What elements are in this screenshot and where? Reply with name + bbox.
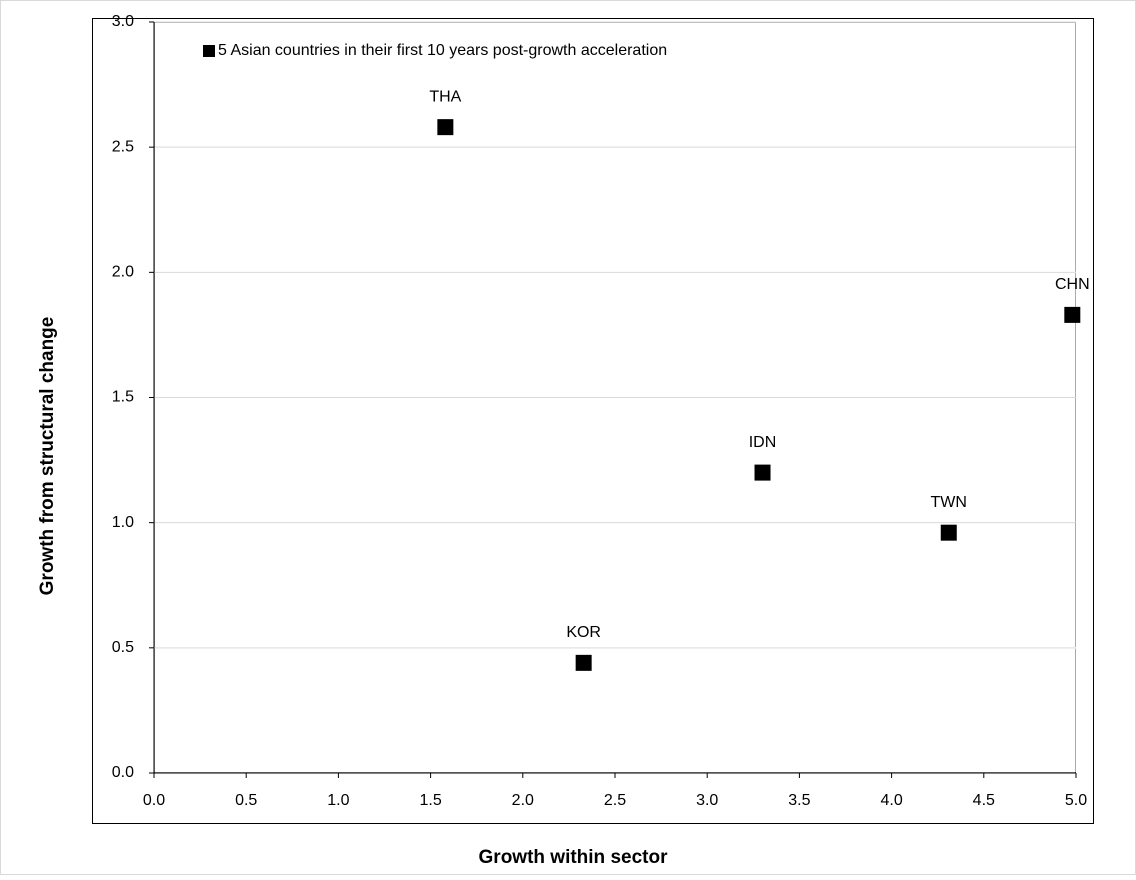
marker bbox=[940, 524, 957, 541]
point-label: KOR bbox=[566, 624, 601, 641]
marker bbox=[1064, 306, 1081, 323]
y-tick-label: 0.0 bbox=[112, 764, 134, 781]
x-tick-label: 0.5 bbox=[235, 792, 257, 809]
y-tick-label: 0.5 bbox=[112, 639, 134, 656]
legend-label: 5 Asian countries in their first 10 year… bbox=[218, 42, 667, 59]
point-label: IDN bbox=[749, 434, 777, 451]
x-tick-label: 3.5 bbox=[788, 792, 810, 809]
point-label: TWN bbox=[931, 494, 967, 511]
x-tick-label: 2.5 bbox=[604, 792, 626, 809]
x-tick-label: 4.0 bbox=[880, 792, 902, 809]
x-tick-label: 5.0 bbox=[1065, 792, 1087, 809]
y-tick-label: 1.0 bbox=[112, 514, 134, 531]
y-tick-label: 2.0 bbox=[112, 264, 134, 281]
x-tick-label: 4.5 bbox=[973, 792, 995, 809]
point-label: THA bbox=[429, 88, 461, 105]
y-axis-title: Growth from structural change bbox=[37, 317, 58, 596]
y-tick-label: 3.0 bbox=[112, 13, 134, 30]
legend-marker bbox=[203, 45, 215, 57]
marker bbox=[754, 464, 771, 481]
marker bbox=[437, 119, 454, 136]
x-tick-label: 1.5 bbox=[419, 792, 441, 809]
x-tick-label: 2.0 bbox=[512, 792, 534, 809]
y-tick-label: 1.5 bbox=[112, 389, 134, 406]
y-tick-label: 2.5 bbox=[112, 138, 134, 155]
marker bbox=[575, 654, 592, 671]
x-axis-title: Growth within sector bbox=[479, 847, 669, 868]
x-tick-label: 3.0 bbox=[696, 792, 718, 809]
point-label: CHN bbox=[1055, 276, 1090, 293]
x-tick-label: 1.0 bbox=[327, 792, 349, 809]
chart-area bbox=[92, 18, 1094, 824]
x-tick-label: 0.0 bbox=[143, 792, 165, 809]
